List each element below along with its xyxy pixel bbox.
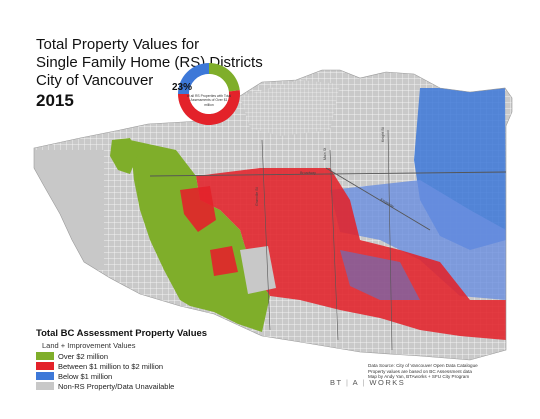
east-mixed-area	[330, 180, 506, 300]
legend-swatch	[36, 362, 54, 370]
shoreline	[33, 69, 513, 361]
donut-segment-between	[178, 90, 240, 126]
downtown-area	[240, 80, 340, 136]
donut-segment-over-2m	[209, 63, 240, 92]
legend-label: Below $1 million	[58, 371, 113, 381]
broadway-road	[149, 171, 507, 177]
logo-part-2: A	[352, 378, 359, 387]
legend-item-below-1m: Below $1 million	[36, 371, 207, 381]
donut-caption: of all RS Properties with Total Assessme…	[186, 94, 232, 107]
main-label: Main St	[323, 148, 327, 160]
title-line-1: Total Property Values for	[36, 36, 200, 53]
logo-part-3: WORKS	[369, 378, 406, 387]
legend-label: Over $2 million	[58, 351, 109, 361]
donut-percent: 23%	[172, 82, 193, 93]
knight-road	[387, 129, 393, 351]
donut-segment-below	[178, 63, 209, 94]
kingsway-label: Kingsway	[380, 197, 395, 208]
broadway-label: Broadway	[300, 171, 316, 175]
ubc-area	[34, 150, 104, 270]
legend-swatch	[36, 352, 54, 360]
donut-ring	[178, 63, 240, 126]
legend-label: Non-RS Property/Data Unavailable	[58, 381, 175, 391]
west-over-2m-area	[130, 140, 270, 332]
legend-label: Between $1 million to $2 million	[58, 361, 164, 371]
credits-line-3: Map by Andy Yan, BTAworks + SFU City Pro…	[368, 374, 470, 380]
west-red-patch	[180, 186, 216, 232]
credits-line-2: Property values are based on BC Assessme…	[368, 368, 472, 374]
south-mixed-area	[340, 250, 420, 300]
donut-chart: 23% of all RS Properties with Total Asse…	[172, 57, 246, 131]
granville-label: Granville St	[255, 187, 259, 206]
legend-title: Total BC Assessment Property Values	[36, 328, 208, 339]
kingsway-road	[325, 167, 431, 231]
btaworks-logo: BT | A | WORKS	[330, 378, 406, 387]
legend-swatch	[36, 372, 54, 380]
knight-label: Knight St	[381, 127, 385, 142]
donut-hole	[189, 74, 229, 114]
title-year: 2015	[36, 91, 74, 110]
granville-road	[261, 139, 271, 331]
point-grey-green	[110, 138, 138, 174]
legend: Total BC Assessment Property Values Land…	[36, 328, 207, 391]
legend-swatch	[36, 382, 54, 390]
title-line-3: City of Vancouver	[36, 72, 154, 89]
main-road	[329, 149, 339, 341]
logo-part-1: BT	[330, 378, 343, 387]
credits: Data Source: City of Vancouver Open Data…	[368, 363, 478, 380]
credits-line-1: Data Source: City of Vancouver Open Data…	[368, 363, 478, 368]
west-red-patch-2	[210, 246, 238, 276]
legend-item-over-2m: Over $2 million	[36, 351, 207, 361]
legend-item-non-rs: Non-RS Property/Data Unavailable	[36, 381, 207, 391]
legend-item-between: Between $1 million to $2 million	[36, 361, 207, 371]
legend-subtitle: Land + Improvement Values	[42, 341, 136, 350]
